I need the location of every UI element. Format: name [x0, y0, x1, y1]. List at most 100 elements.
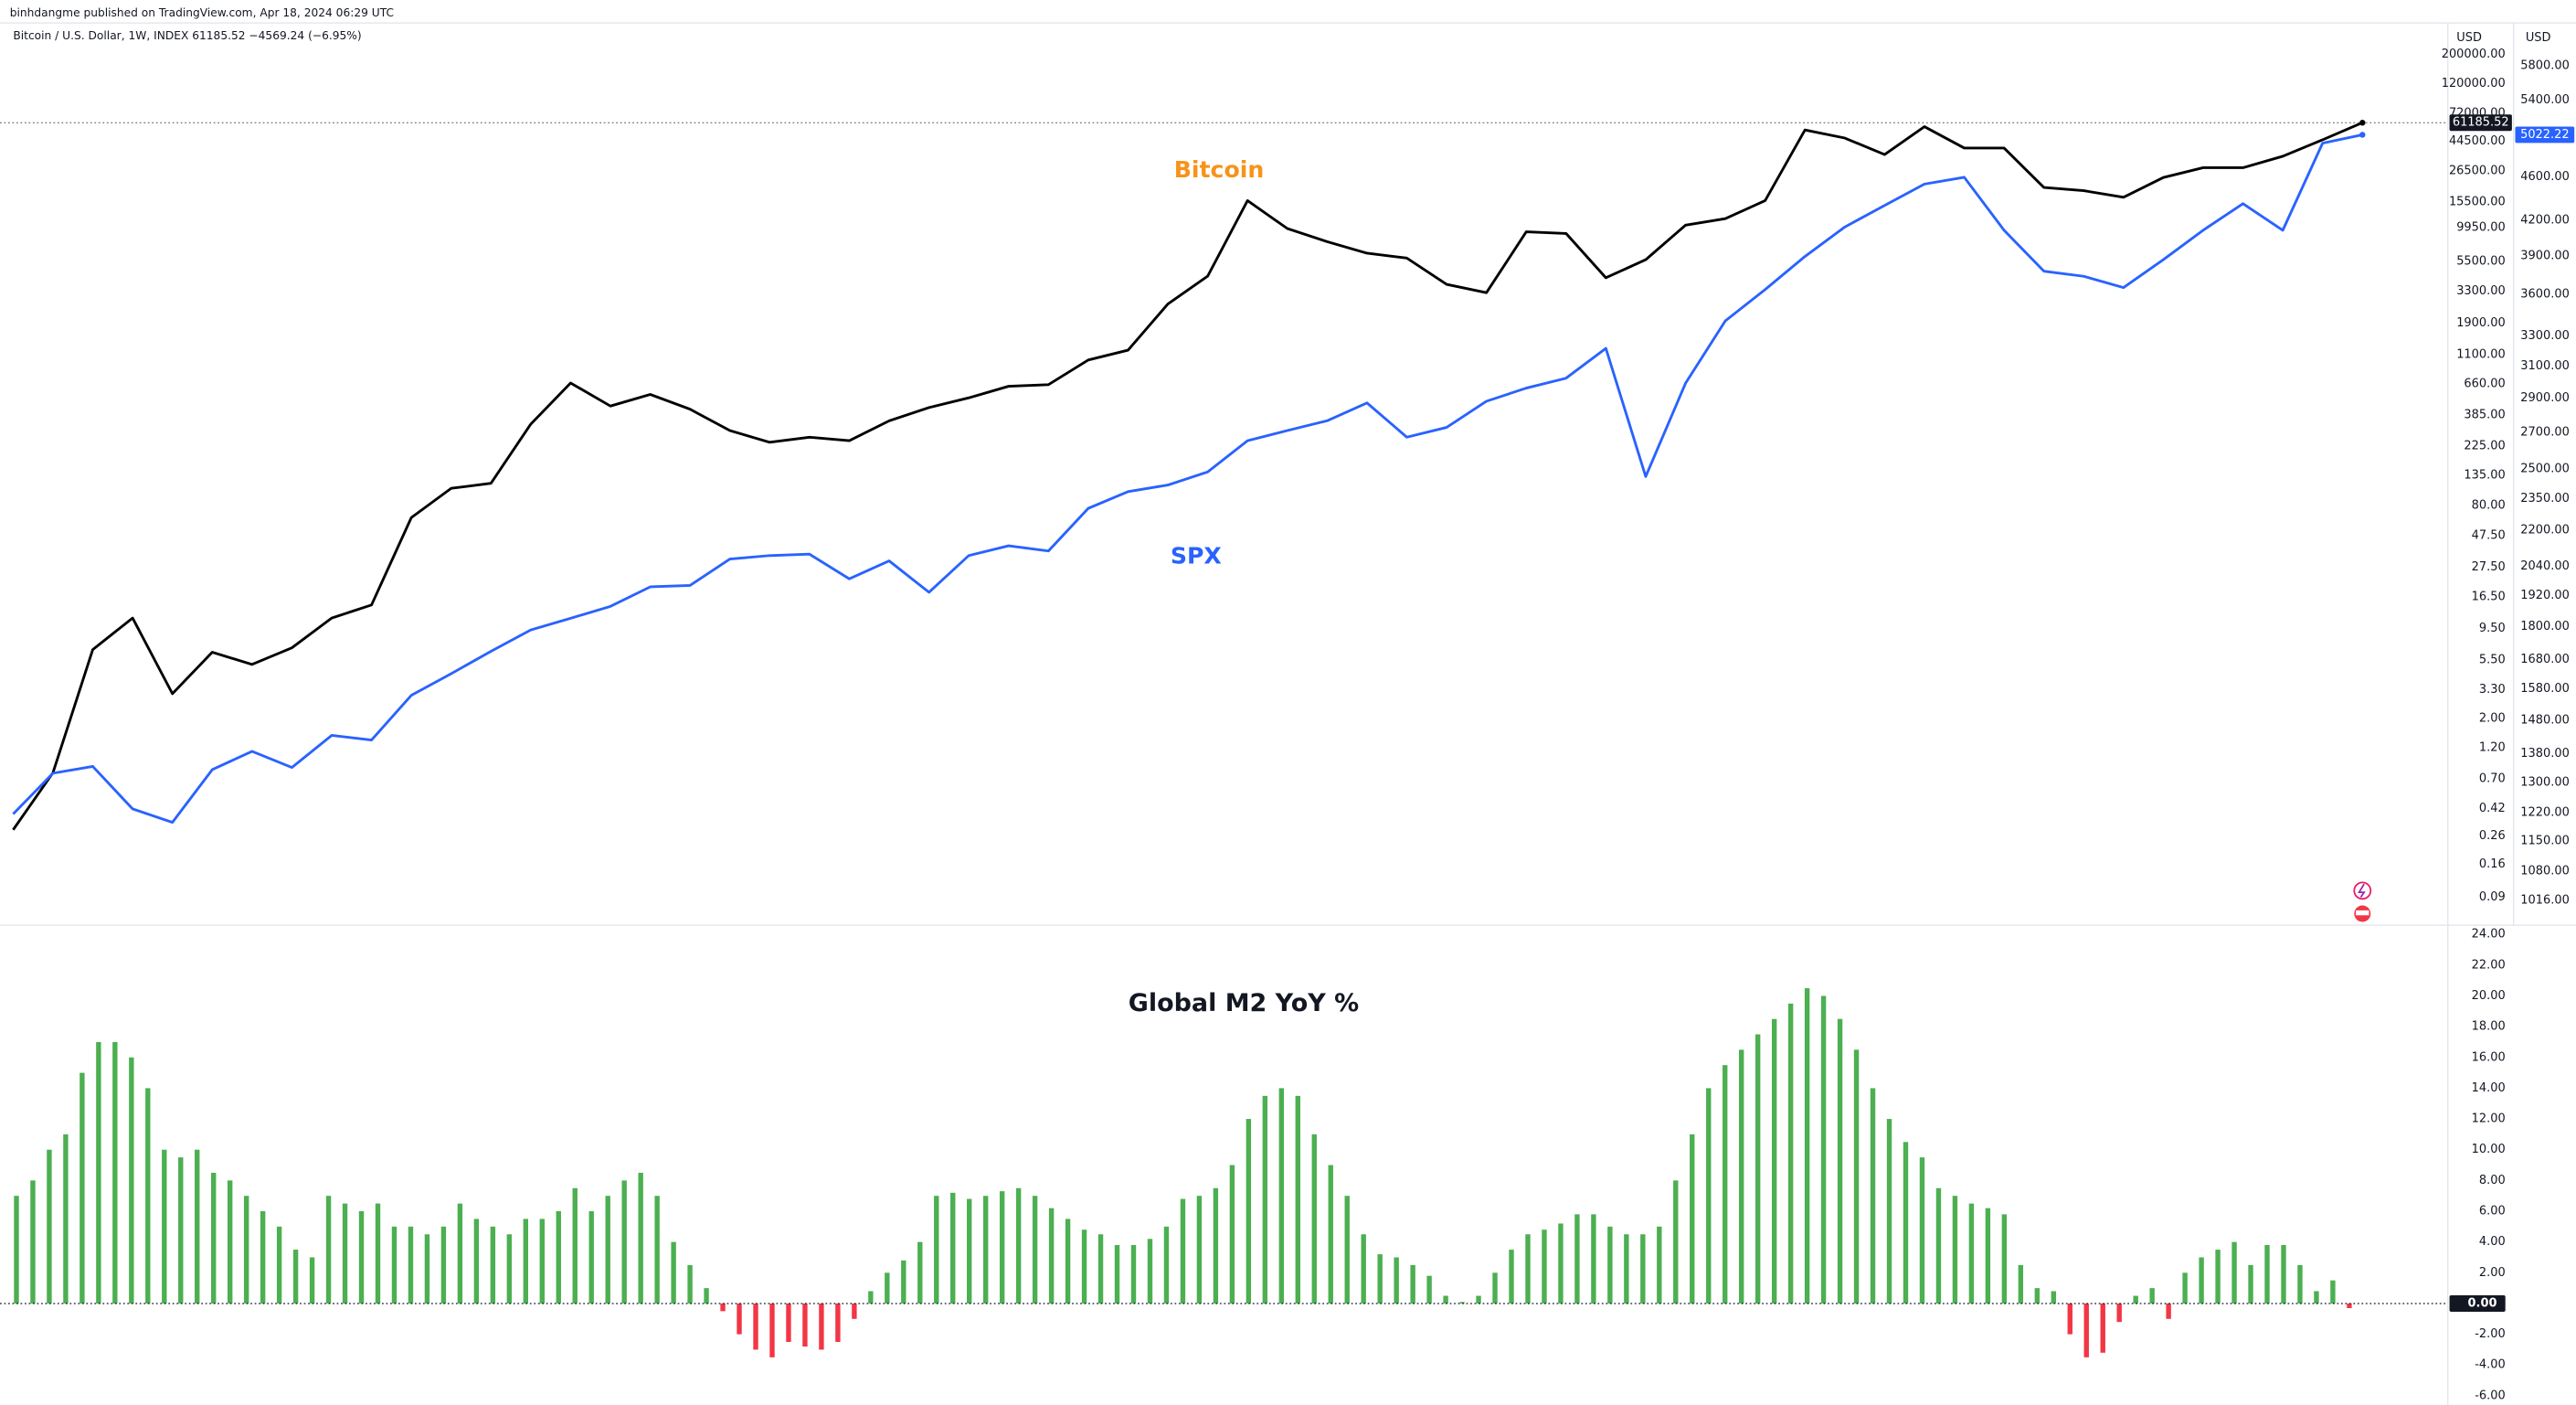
bar	[2215, 1250, 2221, 1304]
bar	[769, 1303, 775, 1357]
y-tick-label: 0.70	[2479, 772, 2506, 786]
bar	[490, 1226, 496, 1304]
y-tick-label: 26500.00	[2449, 165, 2506, 178]
bar	[1509, 1250, 1514, 1304]
y-tick-label: 225.00	[2464, 439, 2505, 452]
bar	[1097, 1234, 1104, 1304]
last-point	[2359, 120, 2366, 126]
bar	[30, 1180, 36, 1304]
bar	[1968, 1203, 1975, 1304]
bar	[539, 1219, 545, 1304]
bar	[408, 1226, 414, 1304]
bar	[1787, 1003, 1794, 1304]
bar	[1542, 1229, 1547, 1304]
bar	[1377, 1254, 1383, 1304]
y-tick-label: 1380.00	[2520, 747, 2570, 761]
bar	[1591, 1214, 1596, 1304]
bar	[2001, 1214, 2008, 1304]
bar	[1952, 1196, 1958, 1304]
y-tick-label: 20.00	[2472, 989, 2506, 1003]
y-tick-label: 18.00	[2472, 1020, 2506, 1034]
bar	[2182, 1272, 2188, 1304]
bar	[473, 1219, 480, 1304]
y-tick-label: 24.00	[2472, 928, 2506, 942]
y-tick-label: 3.30	[2479, 683, 2506, 697]
axis-unit: USD	[2526, 31, 2551, 45]
bar	[654, 1196, 660, 1304]
y-tick-label: 15500.00	[2449, 195, 2506, 208]
bar	[1723, 1065, 1728, 1304]
bar	[1607, 1226, 1613, 1304]
y-tick-label: 1150.00	[2520, 835, 2570, 848]
bar	[1870, 1088, 1876, 1304]
bar	[1032, 1196, 1038, 1304]
y-tick-label: 1100.00	[2456, 347, 2506, 361]
y-tick-label: 3900.00	[2520, 250, 2570, 263]
symbol-legend: Bitcoin / U.S. Dollar, 1W, INDEX 61185.5…	[13, 29, 361, 42]
y-tick-label: 0.09	[2479, 890, 2506, 904]
bar	[1081, 1229, 1087, 1304]
bar	[375, 1203, 381, 1304]
bar	[227, 1180, 233, 1304]
bar	[1492, 1272, 1498, 1304]
bar	[2133, 1295, 2138, 1304]
bar	[786, 1303, 791, 1343]
y-tick-label: 16.50	[2472, 590, 2506, 603]
y-tick-label: 10.00	[2472, 1143, 2506, 1156]
y-tick-label: 2700.00	[2520, 425, 2570, 439]
bar	[96, 1041, 101, 1304]
bar	[901, 1260, 906, 1304]
bar	[1935, 1187, 1942, 1304]
bar	[720, 1303, 726, 1312]
y-tick-label: 3600.00	[2520, 287, 2570, 301]
y-tick-label: -4.00	[2475, 1358, 2505, 1372]
bar	[1739, 1049, 1744, 1304]
y-tick-label: 1080.00	[2520, 865, 2570, 878]
last-value-label: 5022.22	[2520, 128, 2570, 142]
bar	[1558, 1223, 1564, 1304]
bar	[1837, 1018, 1843, 1304]
y-tick-label: 3100.00	[2520, 359, 2570, 373]
bar	[14, 1196, 19, 1304]
bar	[621, 1180, 627, 1304]
bar	[737, 1303, 742, 1335]
bar	[1640, 1234, 1646, 1304]
y-tick-label: 4200.00	[2520, 214, 2570, 228]
y-tick-label: 2.00	[2479, 711, 2506, 725]
y-tick-label: 3300.00	[2456, 284, 2506, 298]
bar	[950, 1192, 956, 1304]
bar	[1919, 1157, 1925, 1304]
bar	[2116, 1303, 2122, 1323]
bar	[2100, 1303, 2105, 1353]
y-tick-label: 6.00	[2479, 1205, 2506, 1219]
last-point	[2359, 132, 2366, 138]
y-tick-label: 80.00	[2472, 499, 2506, 513]
y-tick-label: 1.20	[2479, 741, 2506, 755]
bar	[1690, 1134, 1695, 1304]
bar	[129, 1057, 134, 1304]
y-tick-label: -2.00	[2475, 1327, 2505, 1341]
bar	[178, 1157, 184, 1304]
y-tick-label: 2040.00	[2520, 559, 2570, 573]
bar	[2264, 1245, 2270, 1304]
icon	[2353, 881, 2372, 900]
y-tick-label: 44500.00	[2449, 134, 2506, 148]
bar	[556, 1211, 561, 1304]
series-label: SPX	[1171, 542, 1222, 569]
bar	[1443, 1295, 1448, 1304]
y-tick-label: 200000.00	[2442, 48, 2506, 61]
bar	[195, 1149, 200, 1304]
zero-label-bg	[2449, 1294, 2506, 1312]
bar	[1574, 1214, 1580, 1304]
bar	[2330, 1280, 2336, 1304]
bar	[1771, 1018, 1777, 1304]
bar	[2083, 1303, 2089, 1357]
bar	[1344, 1196, 1350, 1304]
y-tick-label: 1016.00	[2520, 894, 2570, 908]
bar	[671, 1241, 676, 1304]
bar	[868, 1291, 874, 1304]
bar	[588, 1211, 594, 1304]
bar	[1311, 1134, 1317, 1304]
bar	[638, 1172, 643, 1304]
bar	[852, 1303, 857, 1319]
